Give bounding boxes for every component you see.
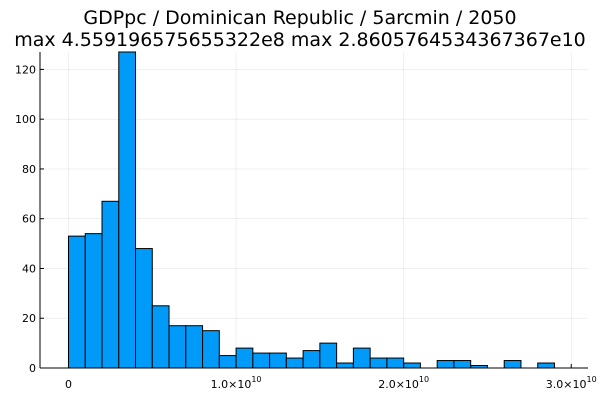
histogram-bar xyxy=(67,235,86,369)
histogram-bar xyxy=(319,342,338,369)
histogram-bar xyxy=(403,362,421,369)
y-tick-label: 60 xyxy=(22,213,36,226)
histogram-bar xyxy=(352,347,371,369)
histogram-bar xyxy=(84,233,103,369)
x-tick-label: 3.0×1010 xyxy=(546,375,597,391)
x-tick-exponent: 10 xyxy=(419,375,429,384)
chart-title: GDPpc / Dominican Republic / 5arcmin / 2… xyxy=(83,7,516,29)
x-tick-label: 1.0×1010 xyxy=(211,375,262,391)
histogram-bar xyxy=(218,355,237,369)
histogram-bar xyxy=(235,347,254,369)
histogram-bar xyxy=(285,357,304,369)
y-tick-label: 80 xyxy=(22,163,36,176)
x-tick-exponent: 10 xyxy=(251,375,261,384)
histogram-bar xyxy=(168,325,187,369)
histogram-bar xyxy=(503,360,522,369)
histogram-bar xyxy=(453,360,472,369)
x-tick-label: 2.0×1010 xyxy=(378,375,429,391)
histogram-bar xyxy=(135,248,153,369)
histogram-bar xyxy=(185,325,204,369)
chart-subtitle: max 4.559196575655322e8 max 2.8605764534… xyxy=(14,29,586,51)
tick-labels: 0 20 40 60 80 100 120 0 1.0×1010 2.0×1010 3.0×1010 xyxy=(15,63,597,391)
y-tick-label: 40 xyxy=(22,262,36,275)
histogram-bar xyxy=(537,362,555,369)
y-tick-label: 0 xyxy=(29,362,36,375)
histogram-bar xyxy=(151,305,170,369)
histogram-bar xyxy=(369,357,388,369)
y-tick-label: 20 xyxy=(22,312,36,325)
y-tick-label: 100 xyxy=(15,113,36,126)
histogram-bar xyxy=(436,360,455,369)
histogram-bar xyxy=(386,357,405,369)
x-tick-exponent: 10 xyxy=(587,375,597,384)
histogram-bar xyxy=(252,352,271,369)
histogram-bar xyxy=(118,51,137,369)
x-tick-label: 0 xyxy=(65,378,72,391)
histogram-bar xyxy=(101,200,120,369)
histogram-bar xyxy=(302,350,321,369)
histogram-bar xyxy=(269,352,287,369)
axes xyxy=(39,52,588,369)
histogram-bar xyxy=(202,330,220,369)
histogram-bar xyxy=(336,362,354,369)
y-tick-label: 120 xyxy=(15,63,36,76)
